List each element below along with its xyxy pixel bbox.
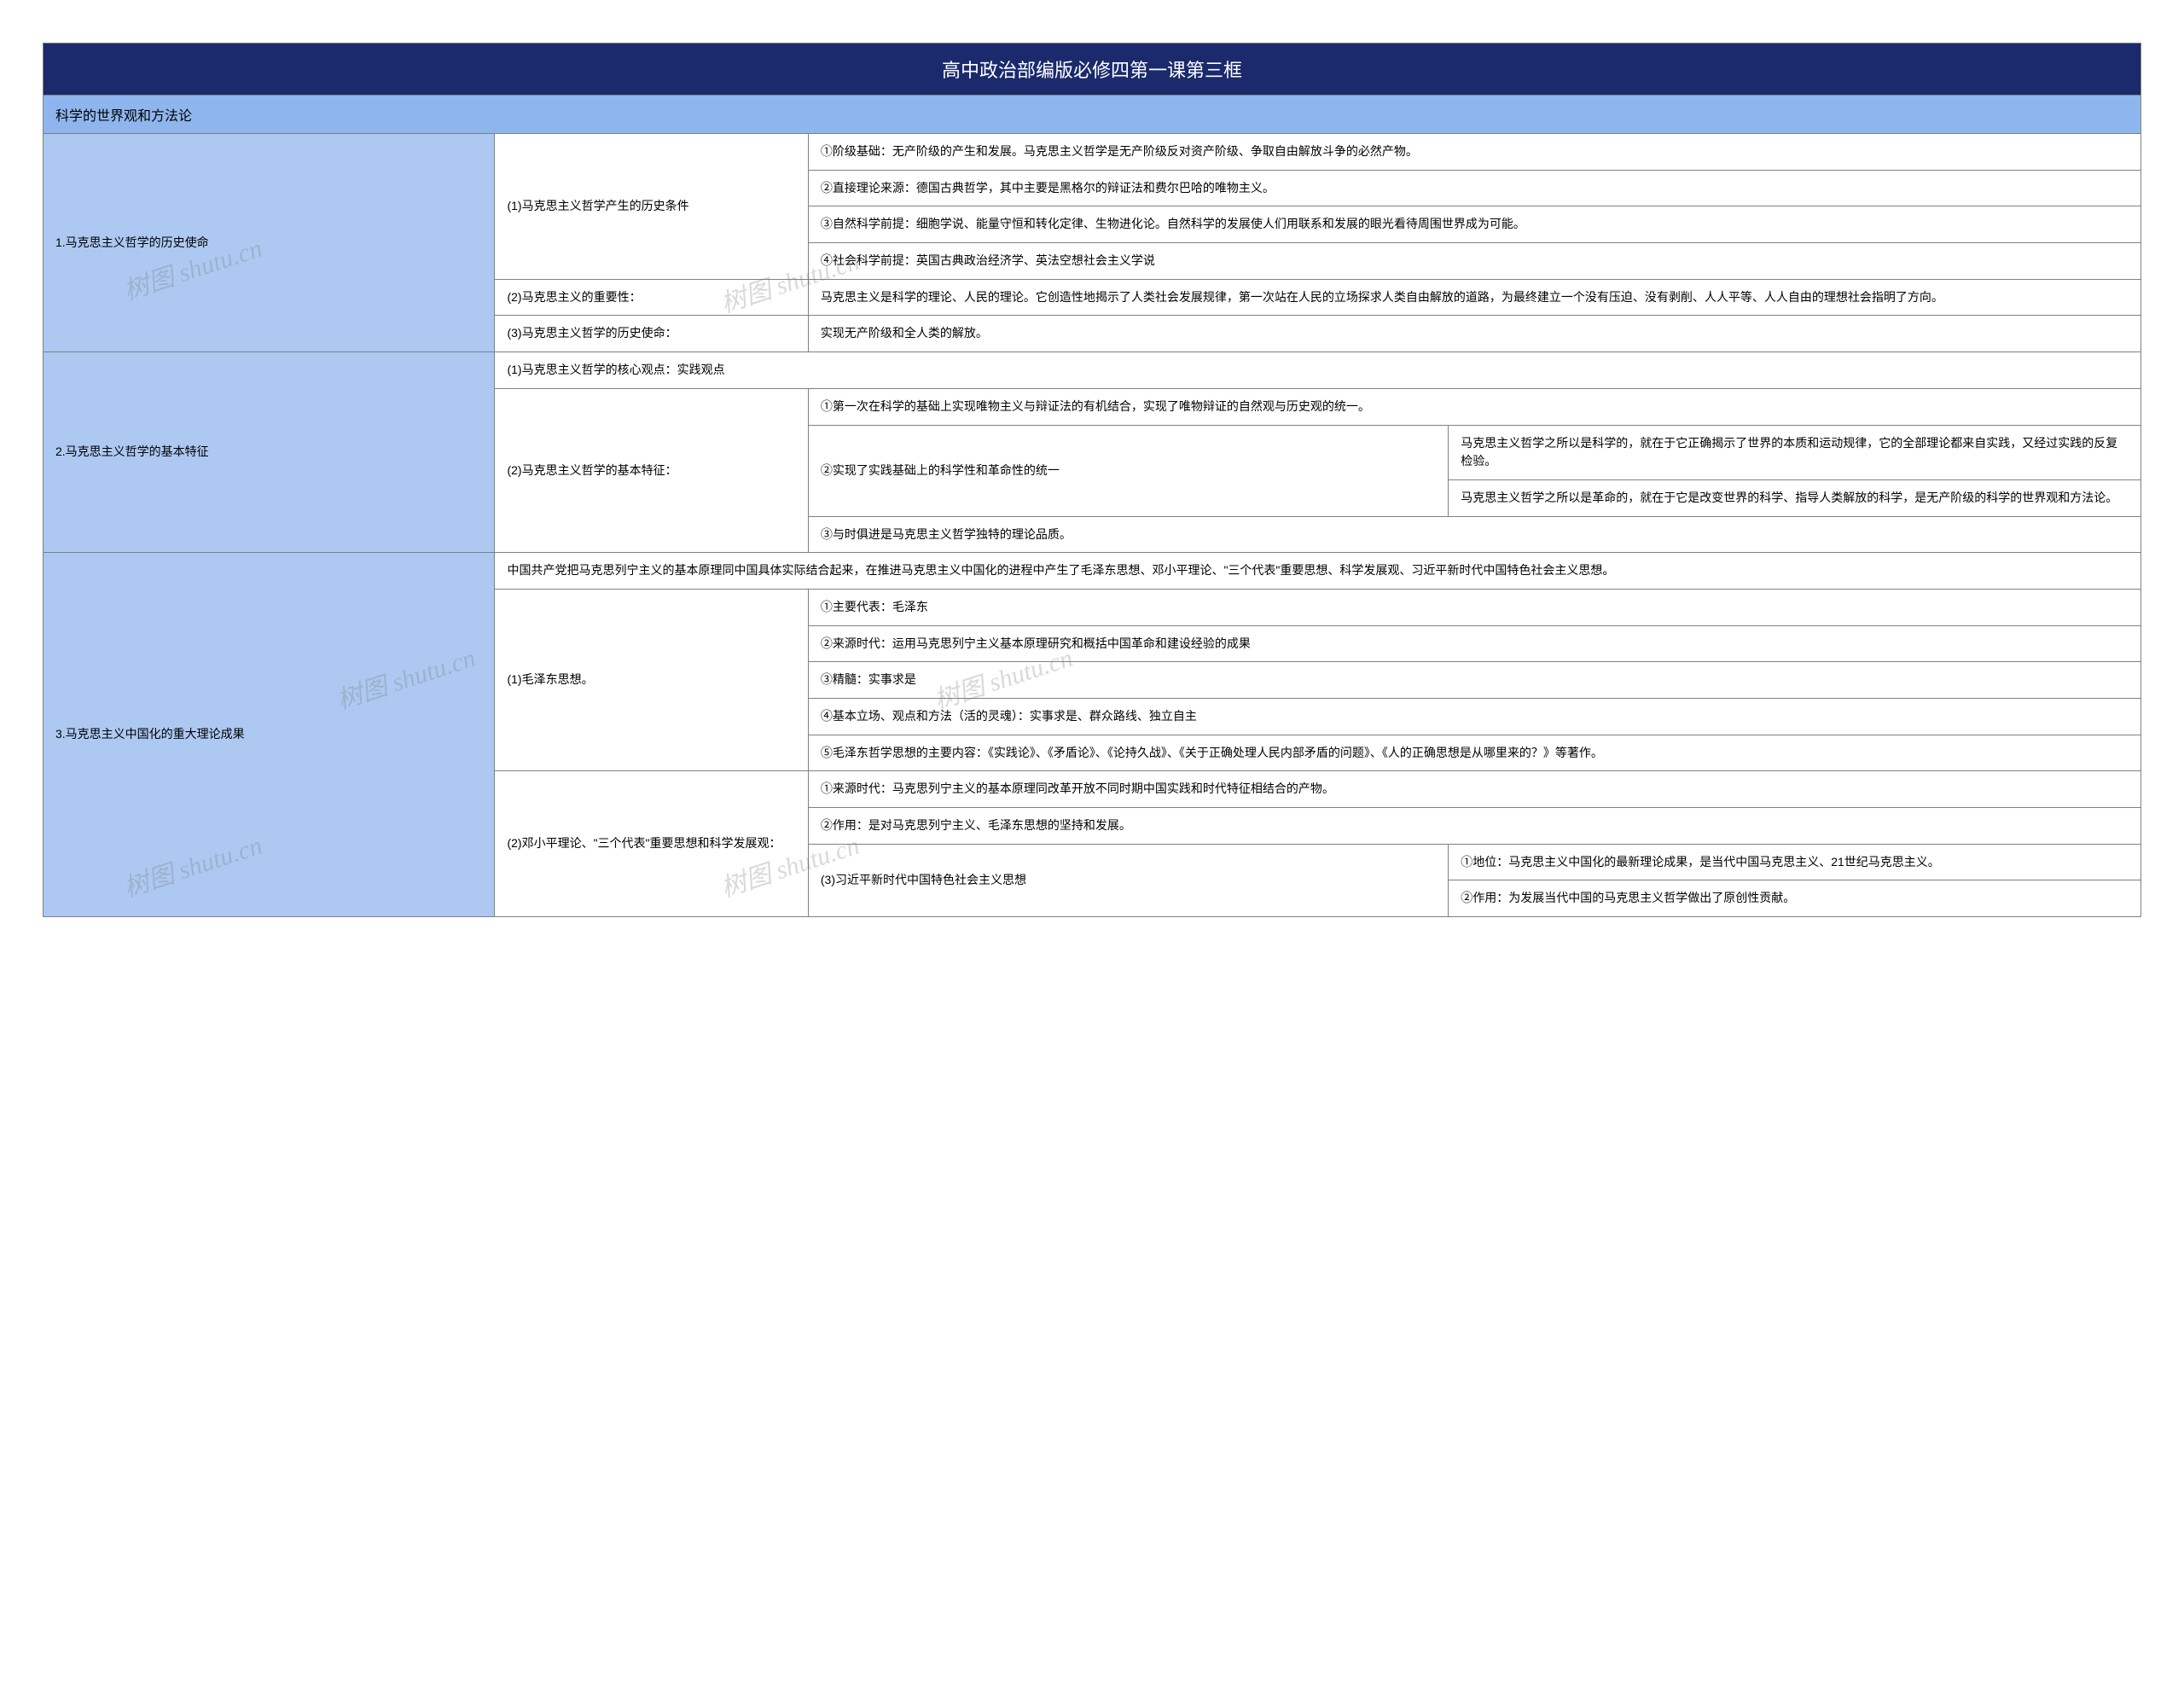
outline-tree: 高中政治部编版必修四第一课第三框 科学的世界观和方法论 1.马克思主义哲学的历史… [43, 43, 2141, 917]
s3-r3-p3-a: ①地位：马克思主义中国化的最新理论成果，是当代中国马克思主义、21世纪马克思主义… [1449, 845, 2140, 880]
s1-r1-p2: ②直接理论来源：德国古典哲学，其中主要是黑格尔的辩证法和费尔巴哈的唯物主义。 [809, 170, 2140, 206]
s2-r1: (1)马克思主义哲学的核心观点：实践观点 [495, 352, 2140, 388]
s3-r3-p3-sub: ①地位：马克思主义中国化的最新理论成果，是当代中国马克思主义、21世纪马克思主义… [1448, 845, 2140, 916]
s1-r2-text: 马克思主义是科学的理论、人民的理论。它创造性地揭示了人类社会发展规律，第一次站在… [808, 280, 2140, 316]
page-title: 高中政治部编版必修四第一课第三框 [942, 60, 1242, 81]
section-2-body: (1)马克思主义哲学的核心观点：实践观点 (2)马克思主义哲学的基本特征： ①第… [494, 352, 2140, 552]
s3-r2-points: ①主要代表：毛泽东 ②来源时代：运用马克思列宁主义基本原理研究和概括中国革命和建… [808, 590, 2140, 770]
s1-r1-points: ①阶级基础：无产阶级的产生和发展。马克思主义哲学是无产阶级反对资产阶级、争取自由… [808, 134, 2140, 279]
section-2: 2.马克思主义哲学的基本特征 (1)马克思主义哲学的核心观点：实践观点 (2)马… [44, 352, 2140, 552]
s3-r3-p1: ①来源时代：马克思列宁主义的基本原理同改革开放不同时期中国实践和时代特征相结合的… [809, 771, 2140, 807]
s3-r2-p5: ⑤毛泽东哲学思想的主要内容：《实践论》、《矛盾论》、《论持久战》、《关于正确处理… [809, 735, 2140, 771]
s3-r2-p1: ①主要代表：毛泽东 [809, 590, 2140, 625]
section-2-label: 2.马克思主义哲学的基本特征 [44, 352, 494, 552]
s1-r3-label: (3)马克思主义哲学的历史使命： [495, 316, 807, 352]
title-bar: 高中政治部编版必修四第一课第三框 [44, 44, 2140, 96]
s3-r3-p3-label: (3)习近平新时代中国特色社会主义思想 [809, 845, 1448, 916]
s1-r1: (1)马克思主义哲学产生的历史条件 ①阶级基础：无产阶级的产生和发展。马克思主义… [495, 134, 2140, 279]
s3-r3-p3-b: ②作用：为发展当代中国的马克思主义哲学做出了原创性贡献。 [1449, 880, 2140, 916]
s3-r3-points: ①来源时代：马克思列宁主义的基本原理同改革开放不同时期中国实践和时代特征相结合的… [808, 771, 2140, 916]
s1-r3-text: 实现无产阶级和全人类的解放。 [808, 316, 2140, 352]
s3-r1: 中国共产党把马克思列宁主义的基本原理同中国具体实际结合起来，在推进马克思主义中国… [495, 553, 2140, 589]
s3-r3: (2)邓小平理论、"三个代表"重要思想和科学发展观： ①来源时代：马克思列宁主义… [495, 770, 2140, 916]
section-3-body: 中国共产党把马克思列宁主义的基本原理同中国具体实际结合起来，在推进马克思主义中国… [494, 553, 2140, 916]
s2-r2-points: ①第一次在科学的基础上实现唯物主义与辩证法的有机结合，实现了唯物辩证的自然观与历… [808, 389, 2140, 552]
s3-r2-label: (1)毛泽东思想。 [495, 590, 807, 770]
s3-r2-p3: ③精髓：实事求是 [809, 661, 2140, 698]
s1-r2: (2)马克思主义的重要性： 马克思主义是科学的理论、人民的理论。它创造性地揭示了… [495, 279, 2140, 316]
s2-r2-p2-a: 马克思主义哲学之所以是科学的，就在于它正确揭示了世界的本质和运动规律，它的全部理… [1449, 426, 2140, 479]
s2-r2-p2: ②实现了实践基础上的科学性和革命性的统一 马克思主义哲学之所以是科学的，就在于它… [809, 425, 2140, 516]
s3-r3-p2: ②作用：是对马克思列宁主义、毛泽东思想的坚持和发展。 [809, 807, 2140, 844]
section-1: 1.马克思主义哲学的历史使命 (1)马克思主义哲学产生的历史条件 ①阶级基础：无… [44, 134, 2140, 352]
s2-r2-p1: ①第一次在科学的基础上实现唯物主义与辩证法的有机结合，实现了唯物辩证的自然观与历… [809, 389, 2140, 425]
s3-r3-label: (2)邓小平理论、"三个代表"重要思想和科学发展观： [495, 771, 807, 916]
s3-r2: (1)毛泽东思想。 ①主要代表：毛泽东 ②来源时代：运用马克思列宁主义基本原理研… [495, 589, 2140, 770]
s1-r1-p4: ④社会科学前提：英国古典政治经济学、英法空想社会主义学说 [809, 242, 2140, 279]
s2-r2-p2-sub: 马克思主义哲学之所以是科学的，就在于它正确揭示了世界的本质和运动规律，它的全部理… [1448, 426, 2140, 516]
s1-r1-p1: ①阶级基础：无产阶级的产生和发展。马克思主义哲学是无产阶级反对资产阶级、争取自由… [809, 134, 2140, 170]
s1-r2-label: (2)马克思主义的重要性： [495, 280, 807, 316]
subheader: 科学的世界观和方法论 [44, 96, 2140, 134]
section-3-label: 3.马克思主义中国化的重大理论成果 [44, 553, 494, 916]
s2-r2-label: (2)马克思主义哲学的基本特征： [495, 389, 807, 552]
section-3: 3.马克思主义中国化的重大理论成果 中国共产党把马克思列宁主义的基本原理同中国具… [44, 552, 2140, 916]
s3-r3-p3: (3)习近平新时代中国特色社会主义思想 ①地位：马克思主义中国化的最新理论成果，… [809, 844, 2140, 916]
s2-r2-p2-label: ②实现了实践基础上的科学性和革命性的统一 [809, 426, 1448, 516]
s3-r2-p2: ②来源时代：运用马克思列宁主义基本原理研究和概括中国革命和建设经验的成果 [809, 625, 2140, 662]
s2-r2: (2)马克思主义哲学的基本特征： ①第一次在科学的基础上实现唯物主义与辩证法的有… [495, 388, 2140, 552]
s1-r1-p3: ③自然科学前提：细胞学说、能量守恒和转化定律、生物进化论。自然科学的发展使人们用… [809, 206, 2140, 242]
section-1-label: 1.马克思主义哲学的历史使命 [44, 134, 494, 352]
s1-r1-label: (1)马克思主义哲学产生的历史条件 [495, 134, 807, 279]
subheader-text: 科学的世界观和方法论 [55, 109, 192, 124]
s2-r2-p2-b: 马克思主义哲学之所以是革命的，就在于它是改变世界的科学、指导人类解放的科学，是无… [1449, 479, 2140, 516]
s2-r2-p3: ③与时俱进是马克思主义哲学独特的理论品质。 [809, 516, 2140, 553]
s1-r3: (3)马克思主义哲学的历史使命： 实现无产阶级和全人类的解放。 [495, 315, 2140, 352]
s3-r2-p4: ④基本立场、观点和方法（活的灵魂）：实事求是、群众路线、独立自主 [809, 698, 2140, 735]
section-1-body: (1)马克思主义哲学产生的历史条件 ①阶级基础：无产阶级的产生和发展。马克思主义… [494, 134, 2140, 352]
